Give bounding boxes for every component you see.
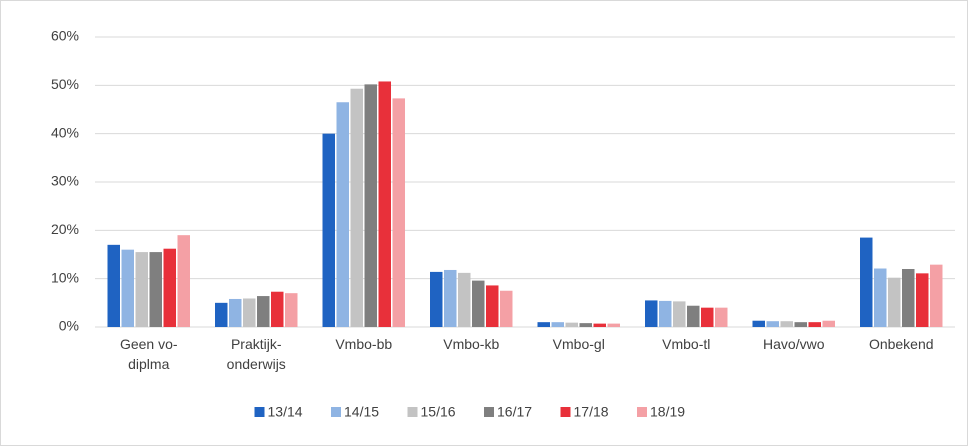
y-tick-label: 0% (59, 318, 79, 334)
legend-swatch (484, 407, 494, 417)
bar (350, 88, 363, 327)
bar (271, 291, 284, 327)
legend-label: 15/16 (421, 404, 456, 420)
bar (551, 322, 564, 327)
bar (486, 285, 499, 327)
y-tick-label: 30% (51, 173, 79, 189)
bar (766, 321, 779, 327)
x-tick-label: Vmbo-kb (443, 336, 499, 352)
bar (780, 321, 793, 327)
legend-swatch (560, 407, 571, 417)
bar (364, 84, 377, 327)
bar (930, 264, 943, 327)
bar (472, 280, 485, 327)
bar (794, 322, 807, 327)
y-tick-label: 60% (51, 28, 79, 44)
legend-label: 18/19 (650, 404, 685, 420)
bar (163, 248, 176, 327)
x-tick-label: Onbekend (869, 336, 934, 352)
legend-swatch (331, 407, 341, 417)
bar (500, 290, 513, 327)
bar (593, 323, 606, 327)
bar (107, 244, 120, 327)
bar (659, 300, 672, 327)
bar (687, 305, 700, 327)
x-tick-label: Vmbo-gl (553, 336, 605, 352)
bar (607, 323, 620, 327)
bar (336, 102, 349, 327)
bar (715, 307, 728, 327)
x-tick-label: Vmbo-tl (662, 336, 710, 352)
bar (215, 302, 228, 327)
legend-swatch (637, 407, 647, 417)
bar (874, 268, 887, 327)
x-tick-label: Vmbo-bb (335, 336, 392, 352)
bar (579, 323, 592, 327)
x-tick-label: Geen vo-diplma (120, 336, 178, 372)
bar (135, 252, 148, 327)
bar (257, 296, 270, 327)
bar (645, 300, 658, 327)
bar (430, 271, 443, 327)
legend-label: 14/15 (344, 404, 379, 420)
bar (177, 235, 190, 327)
bar (902, 269, 915, 327)
bar (916, 273, 929, 327)
bar (229, 298, 242, 327)
bar (149, 252, 162, 327)
bar (537, 322, 550, 327)
y-tick-label: 20% (51, 221, 79, 237)
legend-label: 17/18 (574, 404, 609, 420)
legend-label: 13/14 (268, 404, 303, 420)
y-tick-label: 10% (51, 269, 79, 285)
legend-label: 16/17 (497, 404, 532, 420)
bar (701, 307, 714, 327)
bar (860, 237, 873, 327)
bar (285, 293, 298, 327)
y-tick-label: 50% (51, 76, 79, 92)
bar (808, 322, 821, 327)
legend-swatch (407, 407, 418, 417)
x-tick-label: Havo/vwo (763, 336, 825, 352)
bar (458, 272, 471, 327)
bar (392, 98, 405, 327)
bar (243, 298, 256, 327)
bar (378, 81, 391, 327)
bar (822, 320, 835, 327)
bar (444, 269, 457, 327)
x-tick-label: Praktijk-onderwijs (227, 336, 286, 372)
bar (565, 322, 578, 327)
bar (673, 301, 686, 327)
bar (752, 320, 765, 327)
legend-swatch (254, 407, 265, 417)
bar (121, 249, 134, 327)
y-tick-label: 40% (51, 124, 79, 140)
bar (322, 133, 335, 327)
bar (888, 277, 901, 327)
